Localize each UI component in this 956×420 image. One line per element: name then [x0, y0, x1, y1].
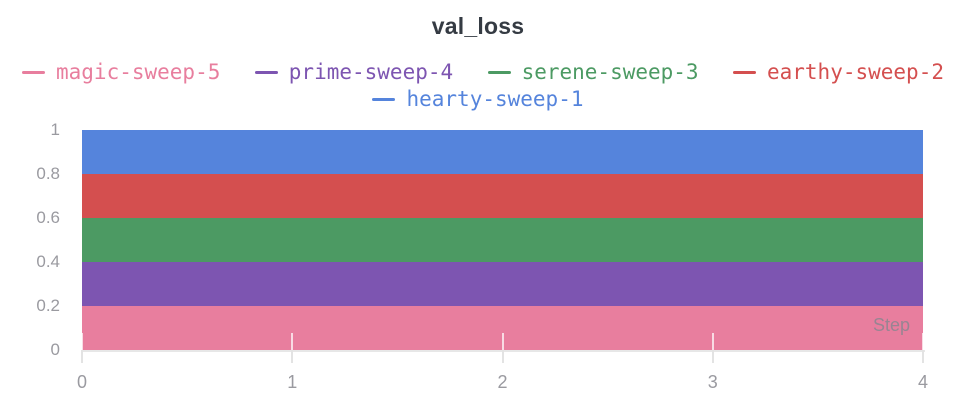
x-tick-4: [922, 333, 924, 363]
y-tick-label-0.6: 0.6: [36, 208, 60, 227]
area-band-earthy-sweep-2: [82, 174, 923, 218]
legend-item-magic-sweep-5[interactable]: magic-sweep-5: [22, 59, 220, 85]
legend-item-hearty-sweep-1[interactable]: hearty-sweep-1: [372, 86, 584, 112]
y-tick-label-0.4: 0.4: [36, 252, 60, 271]
y-tick-label-0.2: 0.2: [36, 296, 60, 315]
x-tick-label-0: 0: [76, 372, 87, 392]
y-tick-label-0: 0: [50, 340, 60, 359]
area-band-prime-sweep-4: [82, 262, 923, 306]
x-tick-2: [501, 333, 504, 363]
y-tick-label-1: 1: [50, 120, 60, 139]
x-tick-label-4: 4: [917, 372, 928, 392]
legend-label: prime-sweep-4: [288, 60, 454, 84]
legend-line-swatch: [487, 70, 511, 74]
x-axis-line: [82, 350, 925, 352]
area-band-serene-sweep-3: [82, 218, 923, 262]
x-tick-3: [711, 333, 714, 363]
legend-line-swatch: [732, 70, 756, 74]
legend-row-1: magic-sweep-5 prime-sweep-4 serene-sweep-3…: [22, 59, 944, 85]
legend-item-serene-sweep-3[interactable]: serene-sweep-3: [487, 59, 699, 85]
legend-item-earthy-sweep-2[interactable]: earthy-sweep-2: [732, 59, 944, 85]
x-tick-label-1: 1: [287, 372, 298, 392]
x-tick-0: [81, 333, 83, 363]
legend-label: magic-sweep-5: [56, 60, 221, 84]
x-tick-1: [291, 333, 294, 363]
x-tick-label-3: 3: [707, 372, 718, 392]
y-tick-label-0.8: 0.8: [36, 164, 60, 183]
legend-line-swatch: [254, 70, 278, 74]
legend-row-2: hearty-sweep-1: [0, 86, 956, 112]
plot-region[interactable]: [82, 130, 923, 350]
x-axis-title: Step: [872, 315, 910, 335]
legend-label: serene-sweep-3: [521, 60, 699, 84]
legend-line-swatch: [372, 97, 396, 101]
legend-label: earthy-sweep-2: [766, 60, 944, 84]
area-band-hearty-sweep-1: [82, 130, 923, 174]
legend-label: hearty-sweep-1: [406, 87, 584, 111]
chart-title: val_loss: [431, 13, 525, 39]
legend-item-prime-sweep-4[interactable]: prime-sweep-4: [254, 59, 454, 85]
legend-line-swatch: [22, 70, 45, 74]
x-tick-label-2: 2: [497, 372, 508, 392]
